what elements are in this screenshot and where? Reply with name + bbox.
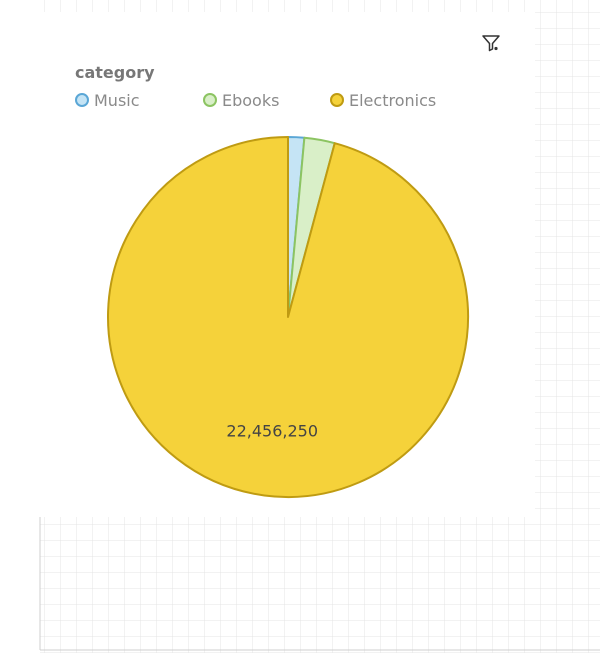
legend-item-electronics[interactable]: Electronics [330, 89, 436, 111]
filter-icon [482, 35, 500, 52]
legend-swatch-music [75, 93, 89, 107]
legend-swatch-electronics [330, 93, 344, 107]
legend-label-music: Music [94, 90, 140, 110]
legend-label-ebooks: Ebooks [222, 90, 280, 110]
legend-item-ebooks[interactable]: Ebooks [203, 89, 279, 111]
pie-slice-electronics[interactable] [107, 136, 469, 498]
data-label-electronics: 22,456,250 [226, 422, 318, 441]
legend-label-electronics: Electronics [349, 90, 437, 110]
legend-item-music[interactable]: Music [75, 89, 140, 111]
legend-title: category [75, 63, 155, 82]
filter-button[interactable] [478, 30, 504, 56]
legend-swatch-ebooks [203, 93, 217, 107]
